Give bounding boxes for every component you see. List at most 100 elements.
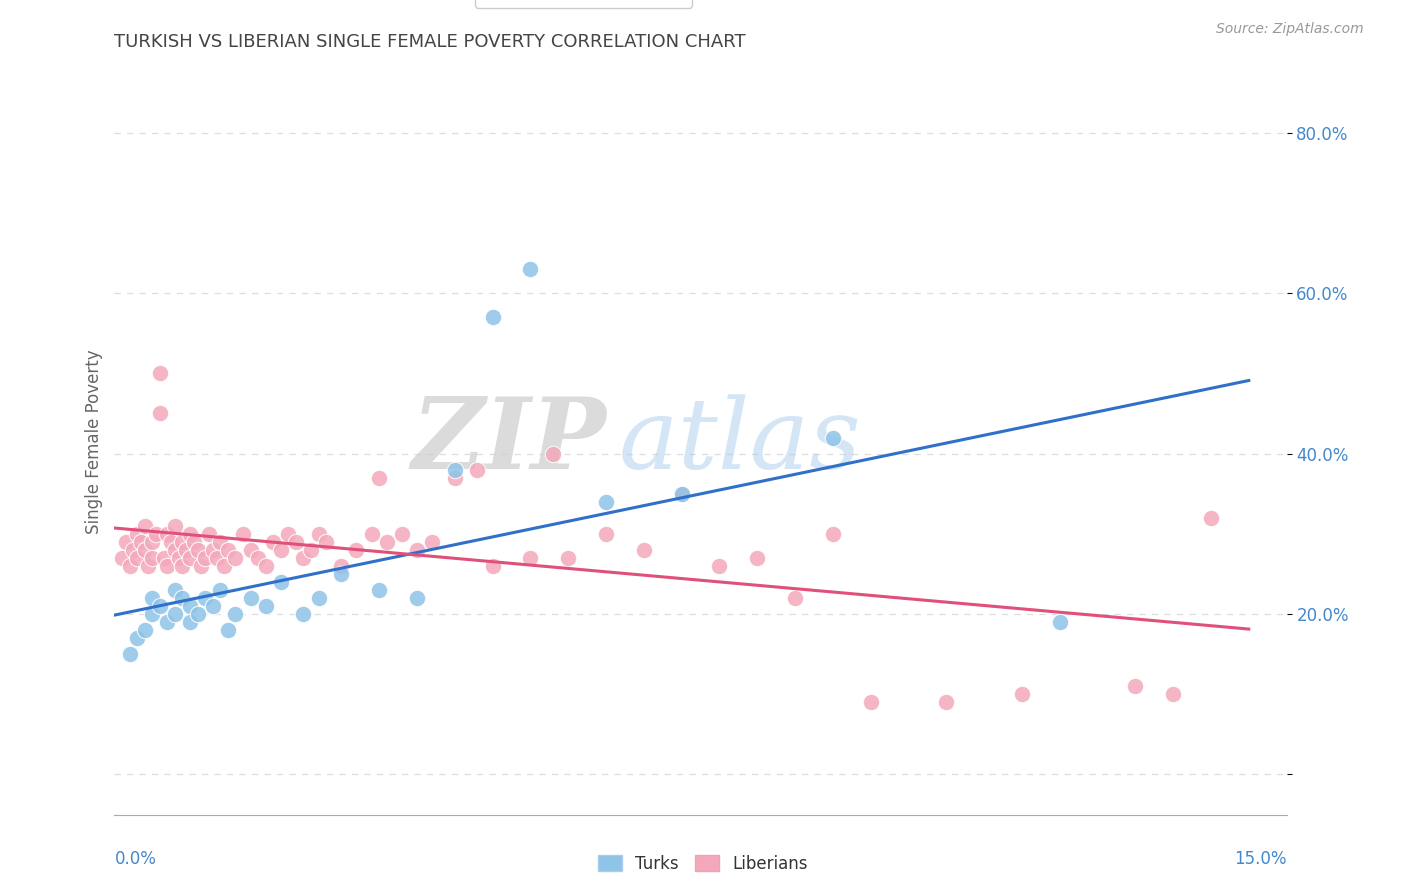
Point bbox=[239, 591, 262, 605]
Point bbox=[149, 407, 172, 421]
Point bbox=[201, 599, 224, 613]
Point bbox=[122, 542, 145, 557]
Point bbox=[292, 550, 315, 565]
Point bbox=[420, 534, 443, 549]
Point bbox=[179, 550, 201, 565]
Point bbox=[671, 486, 693, 500]
Point bbox=[134, 518, 156, 533]
Point bbox=[595, 494, 617, 508]
Point bbox=[783, 591, 806, 605]
Text: Source: ZipAtlas.com: Source: ZipAtlas.com bbox=[1216, 22, 1364, 37]
Point bbox=[129, 534, 152, 549]
Point bbox=[217, 623, 239, 637]
Point bbox=[172, 591, 194, 605]
Point bbox=[935, 695, 957, 709]
Point bbox=[172, 558, 194, 573]
Point bbox=[163, 542, 186, 557]
Point bbox=[1199, 510, 1222, 524]
Point bbox=[194, 591, 217, 605]
Text: 15.0%: 15.0% bbox=[1234, 850, 1286, 868]
Point bbox=[308, 526, 330, 541]
Point bbox=[330, 558, 353, 573]
Point bbox=[254, 558, 277, 573]
Point bbox=[187, 542, 209, 557]
Point bbox=[1161, 687, 1184, 701]
Point bbox=[467, 462, 489, 476]
Point bbox=[224, 607, 246, 621]
Text: atlas: atlas bbox=[619, 394, 862, 489]
Point bbox=[481, 558, 503, 573]
Point bbox=[315, 534, 337, 549]
Point bbox=[443, 470, 465, 484]
Text: ZIP: ZIP bbox=[412, 393, 607, 490]
Text: 0.0%: 0.0% bbox=[114, 850, 156, 868]
Point bbox=[747, 550, 769, 565]
Point bbox=[541, 446, 564, 460]
Point bbox=[114, 534, 136, 549]
Point bbox=[160, 534, 183, 549]
Point bbox=[179, 615, 201, 629]
Point bbox=[141, 534, 163, 549]
Point bbox=[375, 534, 398, 549]
Point bbox=[183, 534, 205, 549]
Point bbox=[247, 550, 270, 565]
Point bbox=[134, 542, 156, 557]
Point bbox=[152, 550, 174, 565]
Point bbox=[156, 558, 179, 573]
Point bbox=[198, 526, 221, 541]
Point bbox=[224, 550, 246, 565]
Point bbox=[134, 623, 156, 637]
Point bbox=[145, 526, 167, 541]
Point bbox=[344, 542, 367, 557]
Point bbox=[1049, 615, 1071, 629]
Point bbox=[406, 542, 429, 557]
Point bbox=[163, 582, 186, 597]
Point bbox=[167, 550, 190, 565]
Point bbox=[330, 566, 353, 581]
Point bbox=[156, 615, 179, 629]
Point bbox=[118, 647, 141, 661]
Point bbox=[205, 550, 228, 565]
Point bbox=[179, 599, 201, 613]
Point bbox=[127, 631, 149, 645]
Point bbox=[270, 574, 292, 589]
Point bbox=[859, 695, 882, 709]
Point bbox=[174, 542, 197, 557]
Point bbox=[141, 591, 163, 605]
Point bbox=[141, 607, 163, 621]
Point bbox=[118, 558, 141, 573]
Text: TURKISH VS LIBERIAN SINGLE FEMALE POVERTY CORRELATION CHART: TURKISH VS LIBERIAN SINGLE FEMALE POVERT… bbox=[114, 33, 747, 51]
Point bbox=[671, 486, 693, 500]
Point bbox=[239, 542, 262, 557]
Point bbox=[595, 526, 617, 541]
Point bbox=[156, 526, 179, 541]
Point bbox=[308, 591, 330, 605]
Point bbox=[481, 310, 503, 325]
Point bbox=[406, 591, 429, 605]
Point bbox=[368, 470, 391, 484]
Point bbox=[1125, 679, 1147, 693]
Point bbox=[270, 542, 292, 557]
Point bbox=[284, 534, 307, 549]
Point bbox=[187, 607, 209, 621]
Point bbox=[172, 534, 194, 549]
Legend: R = 0.312   N = 33, R = 0.177   N = 77: R = 0.312 N = 33, R = 0.177 N = 77 bbox=[475, 0, 692, 8]
Point bbox=[149, 599, 172, 613]
Point bbox=[519, 262, 541, 277]
Point bbox=[299, 542, 322, 557]
Y-axis label: Single Female Poverty: Single Female Poverty bbox=[86, 350, 103, 533]
Point bbox=[149, 367, 172, 381]
Point bbox=[127, 550, 149, 565]
Point bbox=[821, 431, 844, 445]
Point bbox=[209, 582, 232, 597]
Point bbox=[633, 542, 655, 557]
Point bbox=[201, 542, 224, 557]
Point bbox=[443, 462, 465, 476]
Point bbox=[217, 542, 239, 557]
Point bbox=[138, 558, 160, 573]
Point bbox=[163, 518, 186, 533]
Point bbox=[519, 550, 541, 565]
Point bbox=[1011, 687, 1033, 701]
Point bbox=[709, 558, 731, 573]
Point bbox=[277, 526, 299, 541]
